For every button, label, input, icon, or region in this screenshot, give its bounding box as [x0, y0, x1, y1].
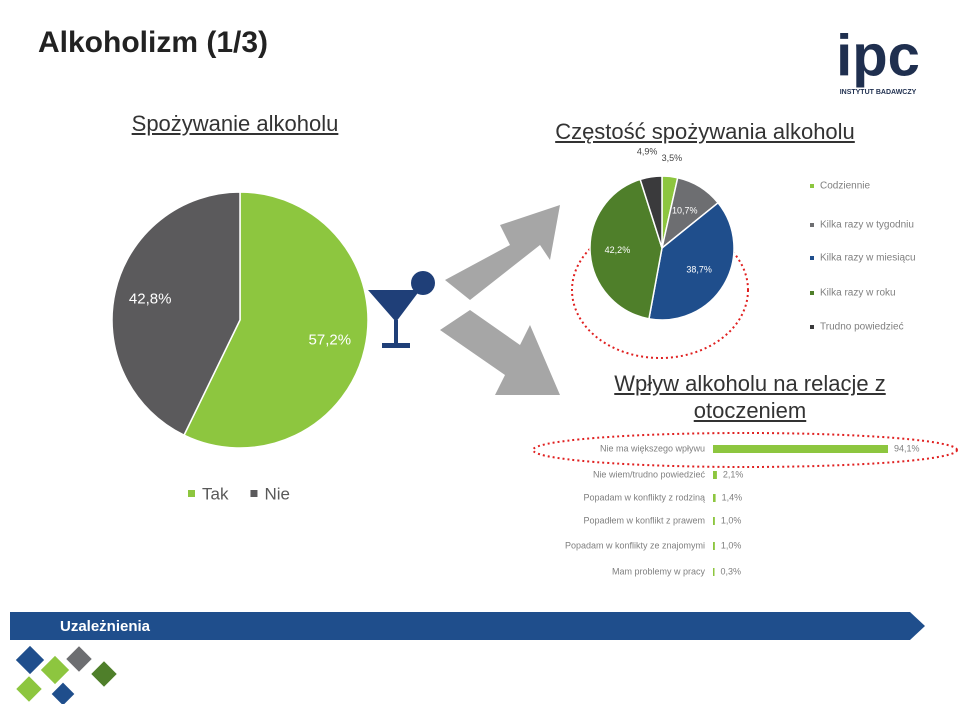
data-label: 4,9%: [637, 146, 658, 156]
arrow: [440, 310, 560, 395]
cocktail-icon: [368, 271, 435, 348]
logo: ipc: [836, 23, 920, 88]
legend-swatch: [810, 256, 814, 260]
legend-label: Kilka razy w roku: [820, 288, 896, 299]
legend-label: Nie: [264, 484, 290, 503]
data-label: 94,1%: [894, 443, 920, 453]
arrow: [445, 205, 560, 300]
chart-title: Wpływ alkoholu na relacje z otoczeniem: [614, 371, 886, 423]
chart-title: Częstość spożywania alkoholu: [555, 119, 855, 144]
category-label: Mam problemy w pracy: [612, 566, 706, 576]
bar: [713, 494, 716, 502]
pie-slice: [111, 191, 241, 437]
data-label: 10,7%: [672, 206, 698, 216]
slide-title: Alkoholizm (1/3): [38, 26, 268, 59]
decoration: [15, 645, 117, 704]
pie-slice: [589, 178, 663, 320]
bar: [713, 471, 717, 479]
highlight: [571, 221, 749, 359]
legend-swatch: [810, 291, 814, 295]
category-label: Popadłem w konflikt z prawem: [583, 515, 705, 525]
legend-swatch: [188, 490, 195, 497]
legend-swatch: [250, 490, 258, 497]
legend-swatch: [810, 325, 814, 329]
highlight: [532, 432, 958, 468]
pie-slice: [183, 191, 369, 449]
legend-label: Tak: [202, 484, 229, 503]
legend-label: Kilka razy w tygodniu: [820, 220, 914, 231]
banner: [10, 612, 925, 640]
legend-swatch: [810, 223, 814, 227]
legend-swatch: [810, 184, 814, 188]
pie-slice: [648, 201, 735, 321]
data-label: 2,1%: [723, 469, 744, 479]
legend-label: Kilka razy w miesiącu: [820, 253, 916, 264]
data-label: 57,2%: [309, 332, 352, 349]
bar: [713, 517, 715, 525]
data-label: 3,5%: [662, 153, 683, 163]
data-label: 1,4%: [722, 492, 743, 502]
chart-title: Spożywanie alkoholu: [131, 111, 339, 136]
bar: [713, 568, 715, 576]
category-label: Nie ma większego wpływu: [600, 443, 705, 453]
bar: [713, 445, 888, 453]
banner-text: Uzależnienia: [60, 618, 151, 635]
logo-tagline: INSTYTUT BADAWCZY: [840, 89, 917, 96]
data-label: 42,8%: [129, 290, 172, 307]
category-label: Popadam w konflikty ze znajomymi: [565, 540, 705, 550]
pie-slice: [639, 175, 663, 249]
data-label: 38,7%: [686, 264, 712, 274]
category-label: Popadam w konflikty z rodziną: [583, 492, 705, 502]
legend-label: Codziennie: [820, 181, 870, 192]
data-label: 1,0%: [721, 540, 742, 550]
category-label: Nie wiem/trudno powiedzieć: [593, 469, 706, 479]
bar: [713, 542, 715, 550]
data-label: 0,3%: [721, 566, 742, 576]
data-label: 1,0%: [721, 515, 742, 525]
legend-label: Trudno powiedzieć: [820, 322, 904, 333]
data-label: 42,2%: [605, 245, 631, 255]
